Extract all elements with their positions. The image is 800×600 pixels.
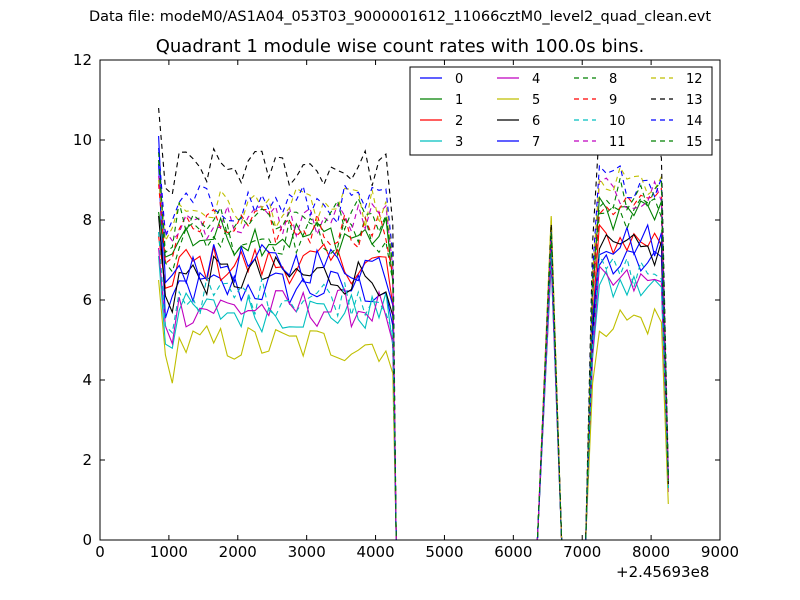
- x-tick-label: 3000: [288, 543, 326, 561]
- chart-title: Quadrant 1 module wise count rates with …: [155, 36, 645, 57]
- legend-label-8: 8: [609, 72, 617, 87]
- legend-label-14: 14: [686, 114, 703, 129]
- legend-label-13: 13: [686, 93, 703, 108]
- y-tick-label: 12: [73, 51, 92, 69]
- x-tick-label: 0: [95, 543, 105, 561]
- y-tick-label: 2: [82, 451, 92, 469]
- series-line-5: [158, 215, 669, 541]
- x-tick-label: 7000: [563, 543, 601, 561]
- series-lines: [158, 107, 669, 541]
- legend-label-12: 12: [686, 72, 703, 87]
- legend-label-10: 10: [609, 114, 626, 129]
- series-line-10: [158, 231, 669, 541]
- x-tick-label: 4000: [356, 543, 394, 561]
- series-line-11: [158, 175, 669, 541]
- legend-box: [409, 66, 713, 156]
- legend-label-5: 5: [532, 93, 540, 108]
- legend-label-0: 0: [455, 72, 463, 87]
- series-line-15: [158, 159, 669, 541]
- x-offset-label: +2.45693e8: [616, 563, 710, 581]
- y-tick-label: 8: [82, 211, 92, 229]
- legend-label-7: 7: [532, 135, 540, 150]
- series-line-4: [158, 247, 669, 541]
- legend-label-15: 15: [686, 135, 703, 150]
- series-line-9: [158, 183, 669, 541]
- series-line-12: [158, 165, 669, 541]
- x-tick-label: 9000: [701, 543, 739, 561]
- x-tick-label: 5000: [425, 543, 463, 561]
- axis-ticks: 0 1000 2000 3000 4000 5000 6000 7000 8000 9000 0 2 4…: [73, 51, 739, 561]
- x-tick-label: 2000: [219, 543, 257, 561]
- series-line-3: [158, 255, 669, 541]
- y-tick-label: 4: [82, 371, 92, 389]
- x-tick-label: 1000: [150, 543, 188, 561]
- legend-label-1: 1: [455, 93, 463, 108]
- series-line-6: [158, 215, 669, 541]
- legend-label-2: 2: [455, 114, 463, 129]
- legend-label-9: 9: [609, 93, 617, 108]
- x-tick-label: 6000: [494, 543, 532, 561]
- y-tick-label: 0: [82, 531, 92, 549]
- series-line-8: [158, 151, 669, 541]
- legend-label-3: 3: [455, 135, 463, 150]
- series-line-7: [158, 135, 669, 541]
- x-tick-label: 8000: [632, 543, 670, 561]
- legend-label-6: 6: [532, 114, 540, 129]
- series-line-2: [158, 223, 669, 541]
- y-tick-label: 10: [73, 131, 92, 149]
- series-line-1: [158, 195, 669, 541]
- legend-label-11: 11: [609, 135, 626, 150]
- data-file-label: Data file: modeM0/AS1A04_053T03_90000016…: [88, 9, 712, 25]
- legend-label-4: 4: [532, 72, 540, 87]
- y-tick-label: 6: [82, 291, 92, 309]
